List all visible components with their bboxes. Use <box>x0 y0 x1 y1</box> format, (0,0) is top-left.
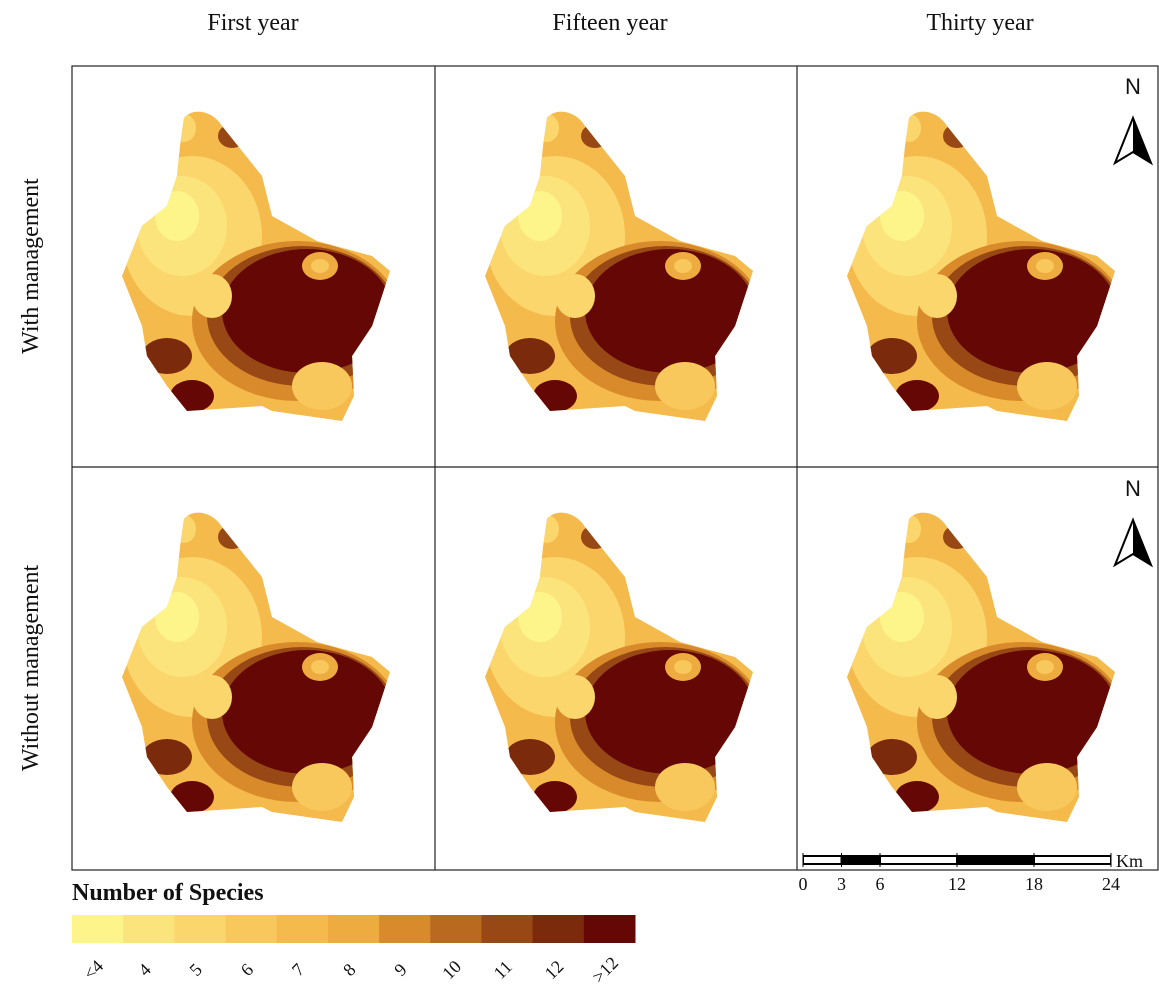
legend-label: 9 <box>390 960 411 981</box>
scale-bar-segment <box>804 857 841 863</box>
north-label: N <box>1125 74 1141 99</box>
row-title: With management <box>18 178 44 354</box>
scale-label: 24 <box>1102 874 1120 894</box>
legend-swatch <box>533 915 585 943</box>
legend-label: 10 <box>438 956 465 983</box>
scale-bar: 0 3 6 12 18 24 Km <box>799 851 1144 894</box>
legend-label: 6 <box>237 960 258 981</box>
legend-swatch <box>72 915 124 943</box>
scale-unit: Km <box>1116 851 1143 871</box>
scale-bar-segment <box>1035 857 1110 863</box>
column-title: Fifteen year <box>552 10 667 36</box>
legend-label: >12 <box>588 953 622 987</box>
north-arrow <box>1115 118 1151 163</box>
scale-label: 0 <box>799 874 808 894</box>
north-arrow <box>1115 520 1151 565</box>
legend-label: 5 <box>185 960 206 981</box>
legend-label: <4 <box>80 956 108 984</box>
species-map <box>797 66 1159 468</box>
scale-label: 6 <box>876 874 885 894</box>
legend-swatch <box>584 915 636 943</box>
species-map <box>72 467 435 869</box>
species-map <box>435 467 798 869</box>
legend-swatch <box>379 915 431 943</box>
species-map <box>72 66 435 468</box>
legend-swatch <box>123 915 175 943</box>
legend-label: 4 <box>134 960 155 981</box>
north-label: N <box>1125 476 1141 501</box>
species-map <box>435 66 798 468</box>
scale-label: 18 <box>1025 874 1043 894</box>
scale-bar-segment <box>881 857 956 863</box>
legend-title: Number of Species <box>72 880 264 906</box>
species-map <box>797 467 1159 869</box>
legend-label: 7 <box>288 960 309 981</box>
legend-swatch <box>277 915 329 943</box>
row-title: Without management <box>18 565 44 772</box>
legend-label: 12 <box>541 956 568 983</box>
scale-label: 3 <box>837 874 846 894</box>
scale-label: 12 <box>948 874 966 894</box>
legend-swatch <box>430 915 482 943</box>
legend-label: 8 <box>339 960 360 981</box>
legend-label: 11 <box>490 957 516 983</box>
legend-swatch <box>481 915 533 943</box>
figure: N N First year Fifteen year Thirty year … <box>0 0 1159 989</box>
legend-swatch <box>226 915 278 943</box>
legend-swatch <box>328 915 380 943</box>
legend-swatch <box>174 915 226 943</box>
column-title: First year <box>207 10 298 36</box>
column-title: Thirty year <box>926 10 1033 36</box>
legend: <4 4 5 6 7 8 9 10 11 12 >12 <box>72 915 636 987</box>
